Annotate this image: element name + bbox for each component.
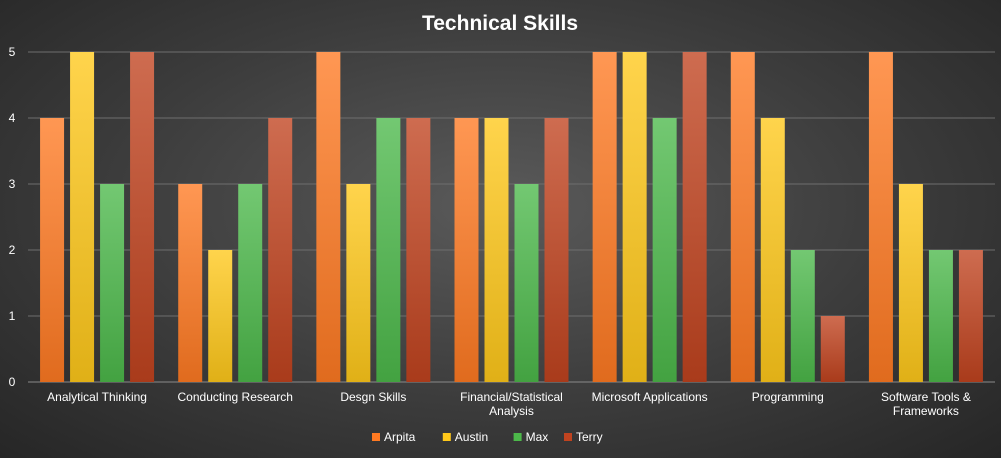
x-category-label: Desgn Skills xyxy=(340,390,406,404)
chart-title: Technical Skills xyxy=(422,12,578,35)
y-tick-label: 0 xyxy=(9,375,16,389)
legend-label: Arpita xyxy=(384,430,416,444)
legend: Arpita Austin Max Terry xyxy=(372,430,603,444)
y-tick-label: 4 xyxy=(9,111,16,125)
bar-terry xyxy=(406,118,431,382)
legend-swatch xyxy=(564,433,572,441)
bar-austin xyxy=(208,250,233,382)
bar-austin xyxy=(346,184,371,382)
legend-label: Max xyxy=(526,430,549,444)
bar-arpita xyxy=(40,118,65,382)
bar-terry xyxy=(544,118,569,382)
legend-swatch xyxy=(513,433,522,441)
bar-arpita xyxy=(454,118,479,382)
y-tick-label: 5 xyxy=(9,45,16,59)
bar-terry xyxy=(958,250,983,382)
bar-austin xyxy=(622,52,647,382)
bar-max xyxy=(100,184,125,382)
bar-terry xyxy=(268,118,293,382)
x-category-label: Frameworks xyxy=(893,404,959,418)
y-axis-ticks: 0 1 2 3 4 5 xyxy=(9,45,16,389)
bar-austin xyxy=(760,118,785,382)
gridlines xyxy=(28,51,995,383)
legend-label: Terry xyxy=(576,430,603,444)
legend-item-terry: Terry xyxy=(564,430,603,444)
x-category-label: Financial/Statistical xyxy=(460,390,563,404)
legend-item-austin: Austin xyxy=(442,430,488,444)
bar-arpita xyxy=(178,184,203,382)
bar-austin xyxy=(70,52,95,382)
bars xyxy=(40,52,983,382)
bar-terry xyxy=(682,52,707,382)
x-category-label: Software Tools & xyxy=(881,390,971,404)
bar-arpita xyxy=(592,52,617,382)
legend-label: Austin xyxy=(455,430,488,444)
legend-swatch xyxy=(442,433,451,441)
legend-item-max: Max xyxy=(513,430,549,444)
bar-max xyxy=(376,118,401,382)
bar-max xyxy=(514,184,539,382)
y-tick-label: 2 xyxy=(9,243,16,257)
bar-terry xyxy=(130,52,155,382)
bar-austin xyxy=(484,118,509,382)
y-tick-label: 1 xyxy=(9,309,16,323)
bar-austin xyxy=(898,184,923,382)
bar-max xyxy=(790,250,815,382)
x-category-label: Analytical Thinking xyxy=(47,390,147,404)
bar-arpita xyxy=(316,52,341,382)
bar-max xyxy=(652,118,677,382)
bar-arpita xyxy=(868,52,893,382)
bar-max xyxy=(238,184,263,382)
bar-terry xyxy=(820,316,845,382)
bar-arpita xyxy=(730,52,755,382)
x-category-label: Programming xyxy=(752,390,824,404)
bar-max xyxy=(928,250,953,382)
x-category-label: Microsoft Applications xyxy=(592,390,708,404)
y-tick-label: 3 xyxy=(9,177,16,191)
x-axis-category-labels: Analytical Thinking Conducting Research De… xyxy=(47,390,971,418)
legend-swatch xyxy=(372,433,380,441)
legend-item-arpita: Arpita xyxy=(372,430,416,444)
x-category-label: Analysis xyxy=(489,404,534,418)
x-category-label: Conducting Research xyxy=(178,390,293,404)
